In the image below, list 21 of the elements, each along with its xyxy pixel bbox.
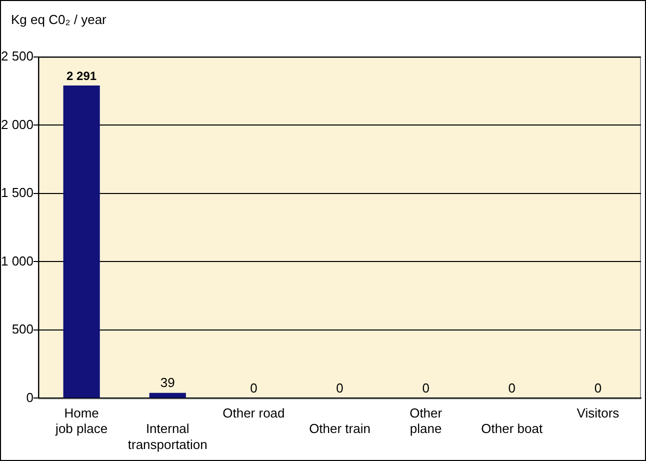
y-tick-label: 2 500 bbox=[0, 48, 34, 64]
data-label: 0 bbox=[422, 380, 430, 396]
y-axis-title: Kg eq C0₂ / year bbox=[11, 12, 106, 27]
x-tick-label: Other road bbox=[222, 406, 285, 421]
data-label: 0 bbox=[250, 380, 258, 396]
x-tick-label: Other plane bbox=[410, 406, 443, 436]
x-tick-label: Home job place bbox=[54, 406, 108, 436]
data-label: 2 291 bbox=[66, 68, 97, 83]
data-label: 0 bbox=[336, 380, 344, 396]
y-tick-label: 1 000 bbox=[0, 253, 34, 268]
x-tick-label: Visitors bbox=[576, 406, 620, 421]
x-tick-label: Other train bbox=[309, 421, 370, 436]
data-label: 0 bbox=[594, 380, 602, 396]
y-tick-label: 500 bbox=[12, 322, 34, 337]
x-tick-label: Internal transportation bbox=[128, 421, 208, 452]
data-label: 39 bbox=[160, 374, 175, 390]
y-tick-label: 2 000 bbox=[0, 116, 34, 132]
y-tick-label: 0 bbox=[26, 390, 34, 405]
x-tick-label: Other boat bbox=[481, 421, 543, 436]
y-tick-label: 1 500 bbox=[0, 185, 34, 200]
data-label: 0 bbox=[508, 380, 516, 396]
